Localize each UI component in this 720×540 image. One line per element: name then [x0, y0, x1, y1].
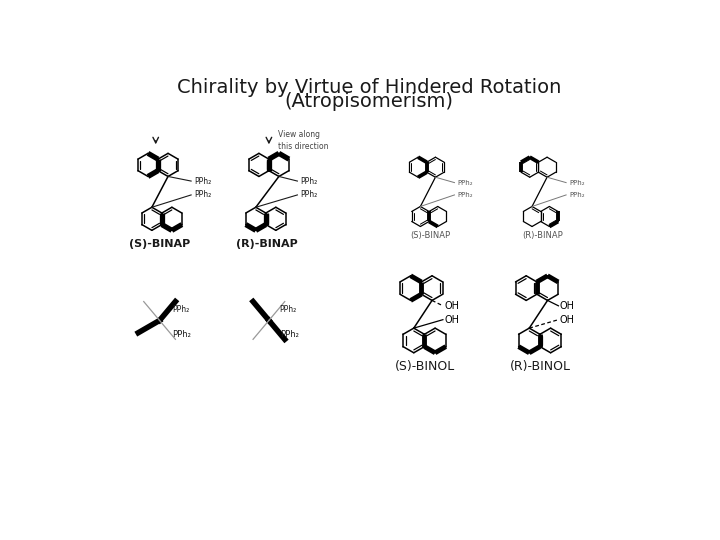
Text: Chirality by Virtue of Hindered Rotation: Chirality by Virtue of Hindered Rotation [177, 78, 561, 97]
Text: (S)-BINOL: (S)-BINOL [395, 360, 455, 373]
Text: (S)-BINAP: (S)-BINAP [129, 239, 190, 249]
Text: (R)-BINAP: (R)-BINAP [236, 239, 298, 249]
Text: PPh₂: PPh₂ [300, 177, 318, 186]
Text: (R)-BINAP: (R)-BINAP [522, 231, 562, 240]
Text: OH: OH [444, 301, 459, 311]
Text: PPh₂: PPh₂ [457, 192, 473, 198]
Text: PPh₂: PPh₂ [172, 330, 191, 339]
Text: PPh₂: PPh₂ [194, 177, 212, 186]
Text: OH: OH [444, 315, 459, 325]
Text: OH: OH [560, 301, 575, 311]
Text: PPh₂: PPh₂ [570, 192, 585, 198]
Text: View along
this direction: View along this direction [278, 130, 328, 151]
Text: PPh₂: PPh₂ [300, 191, 318, 199]
Text: (R)-BINOL: (R)-BINOL [510, 360, 571, 373]
Text: OH: OH [560, 315, 575, 325]
Text: PPh₂: PPh₂ [570, 180, 585, 186]
Text: PPh₂: PPh₂ [194, 191, 212, 199]
Text: PPh₂: PPh₂ [279, 330, 299, 339]
Text: (Atropisomerism): (Atropisomerism) [284, 92, 454, 111]
Text: (S)-BINAP: (S)-BINAP [410, 231, 451, 240]
Text: PPh₂: PPh₂ [457, 180, 473, 186]
Text: PPh₂: PPh₂ [279, 305, 297, 314]
Text: PPh₂: PPh₂ [172, 305, 189, 314]
